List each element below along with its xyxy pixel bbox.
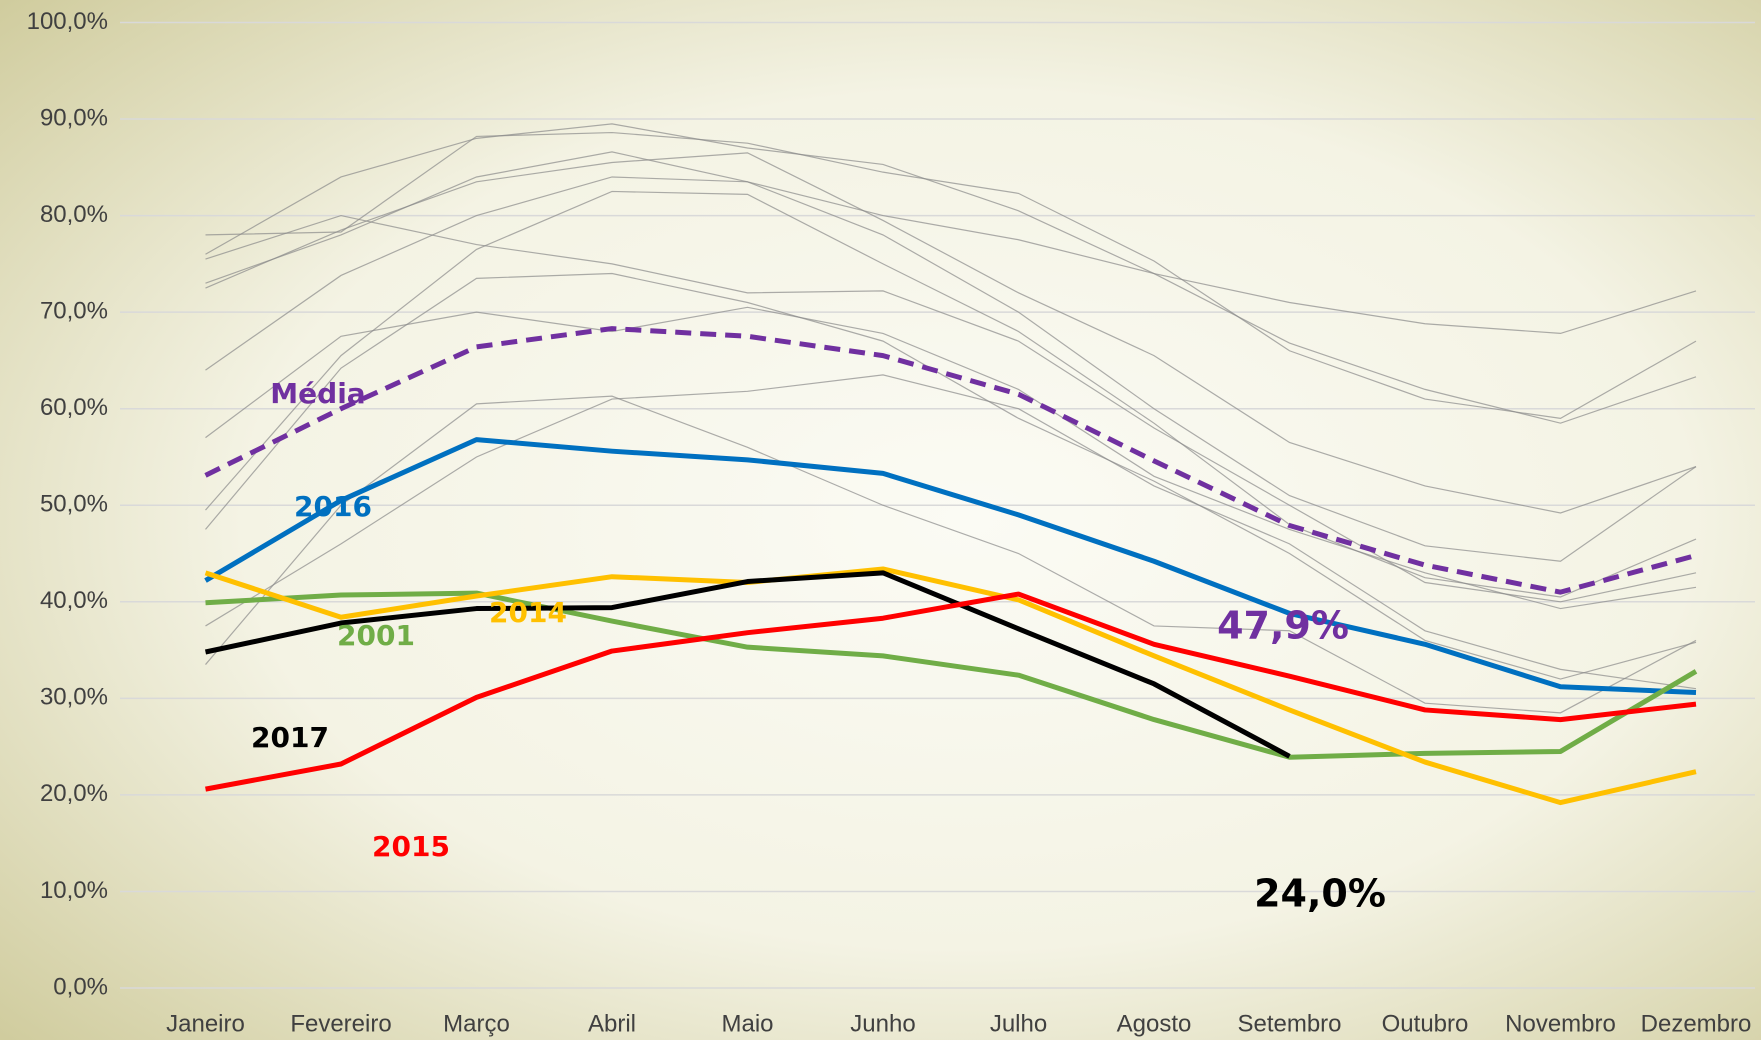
series-label: Média (270, 377, 365, 410)
x-tick-label: Julho (990, 1010, 1047, 1037)
y-tick-label: 40,0% (40, 587, 108, 614)
x-tick-label: Dezembro (1641, 1010, 1752, 1037)
series-label: 2014 (489, 596, 567, 629)
series-label: 2016 (294, 490, 372, 523)
series-line (204, 437, 1697, 696)
background-line (205, 306, 1697, 610)
y-tick-label: 10,0% (40, 877, 108, 904)
background-line (205, 152, 1697, 514)
series-label: 2017 (251, 721, 329, 754)
background-line (205, 395, 1697, 714)
x-tick-label: Abril (588, 1010, 636, 1037)
background-line (205, 374, 1697, 690)
series-line (204, 570, 1291, 759)
background-line (205, 272, 1697, 680)
y-tick-label: 60,0% (40, 394, 108, 421)
annotation: 24,0% (1254, 872, 1386, 916)
background-line (205, 176, 1697, 371)
y-tick-label: 100,0% (27, 8, 108, 35)
x-tick-label: Maio (721, 1010, 773, 1037)
y-tick-label: 70,0% (40, 297, 108, 324)
x-tick-label: Março (443, 1010, 510, 1037)
y-tick-label: 50,0% (40, 491, 108, 518)
background-line (205, 123, 1697, 424)
x-tick-label: Outubro (1382, 1010, 1469, 1037)
y-tick-label: 0,0% (53, 973, 108, 1000)
background-line (205, 151, 1697, 562)
x-tick-label: Agosto (1117, 1010, 1192, 1037)
background-line (205, 190, 1697, 598)
x-tick-label: Junho (850, 1010, 915, 1037)
series-line (204, 326, 1697, 595)
series-line (204, 566, 1697, 806)
series-label: 2001 (337, 619, 415, 652)
background-line (205, 131, 1697, 419)
y-tick-label: 90,0% (40, 104, 108, 131)
y-tick-label: 80,0% (40, 201, 108, 228)
x-tick-label: Fevereiro (290, 1010, 391, 1037)
x-tick-label: Novembro (1505, 1010, 1616, 1037)
annotation: 47,9% (1217, 604, 1349, 648)
y-tick-label: 30,0% (40, 684, 108, 711)
background-line (205, 214, 1697, 603)
series-line (205, 590, 1698, 760)
y-tick-label: 20,0% (40, 780, 108, 807)
x-tick-label: Setembro (1237, 1010, 1341, 1037)
series-label: 2015 (372, 830, 450, 863)
x-tick-label: Janeiro (166, 1010, 245, 1037)
series-line (205, 591, 1697, 792)
